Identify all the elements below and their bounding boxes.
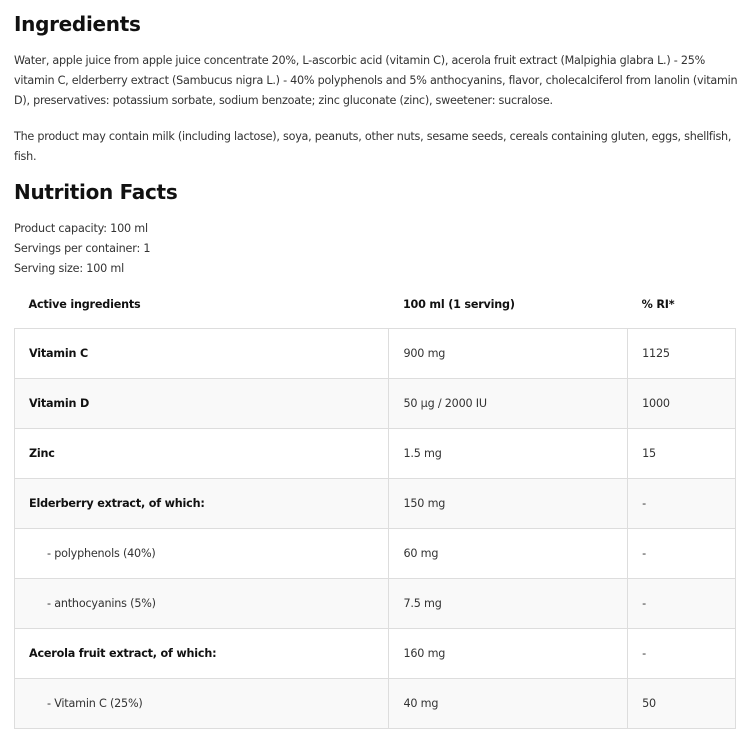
table-row: - anthocyanins (5%) 7.5 mg - — [13, 578, 736, 629]
ingredient-cell: Acerola fruit extract, of which: — [13, 628, 390, 679]
amount-cell: 50 µg / 2000 IU — [388, 378, 629, 429]
amount-cell: 1.5 mg — [388, 428, 629, 479]
ingredient-cell: Elderberry extract, of which: — [13, 478, 390, 529]
ingredient-cell: Zinc — [13, 428, 390, 479]
table-row: Vitamin C 900 mg 1125 — [13, 328, 736, 379]
table-row: Vitamin D 50 µg / 2000 IU 1000 — [13, 378, 736, 429]
amount-cell: 900 mg — [388, 328, 629, 379]
amount-cell: 7.5 mg — [388, 578, 629, 629]
table-row: Zinc 1.5 mg 15 — [13, 428, 736, 479]
nutrition-heading: Nutrition Facts — [14, 180, 178, 204]
table-row: Acerola fruit extract, of which: 160 mg - — [13, 628, 736, 679]
nutrition-table: Active ingredients 100 ml (1 serving) % … — [13, 280, 736, 729]
product-info: Product capacity: 100 ml Servings per co… — [14, 219, 150, 279]
ri-cell: 1000 — [627, 378, 736, 429]
ri-cell: 50 — [627, 678, 736, 729]
ingredient-cell: - anthocyanins (5%) — [13, 578, 390, 629]
table-row: - Vitamin C (25%) 40 mg 50 — [13, 678, 736, 729]
ingredients-heading: Ingredients — [14, 12, 141, 36]
product-capacity: Product capacity: 100 ml — [14, 222, 148, 235]
header-ri: % RI* — [641, 297, 675, 311]
serving-size: Serving size: 100 ml — [14, 262, 124, 275]
ingredient-cell: Vitamin C — [13, 328, 390, 379]
ri-cell: 1125 — [627, 328, 736, 379]
header-amount: 100 ml (1 serving) — [402, 297, 515, 311]
header-ingredient: Active ingredients — [28, 297, 141, 311]
ri-cell: - — [627, 628, 736, 679]
table-row: Elderberry extract, of which: 150 mg - — [13, 478, 736, 529]
ri-cell: - — [627, 578, 736, 629]
table-row: - polyphenols (40%) 60 mg - — [13, 528, 736, 579]
ingredients-text: Water, apple juice from apple juice conc… — [14, 54, 738, 107]
amount-cell: 40 mg — [388, 678, 629, 729]
ingredient-cell: Vitamin D — [13, 378, 390, 429]
table-header: Active ingredients 100 ml (1 serving) % … — [15, 280, 736, 329]
ri-cell: - — [627, 478, 736, 529]
ri-cell: - — [627, 528, 736, 579]
ingredient-cell: - Vitamin C (25%) — [13, 678, 390, 729]
allergens-text: The product may contain milk (including … — [14, 130, 732, 163]
amount-cell: 60 mg — [388, 528, 629, 579]
servings-per-container: Servings per container: 1 — [14, 242, 151, 255]
ingredient-cell: - polyphenols (40%) — [13, 528, 390, 579]
ri-cell: 15 — [627, 428, 736, 479]
amount-cell: 150 mg — [388, 478, 629, 529]
amount-cell: 160 mg — [388, 628, 629, 679]
